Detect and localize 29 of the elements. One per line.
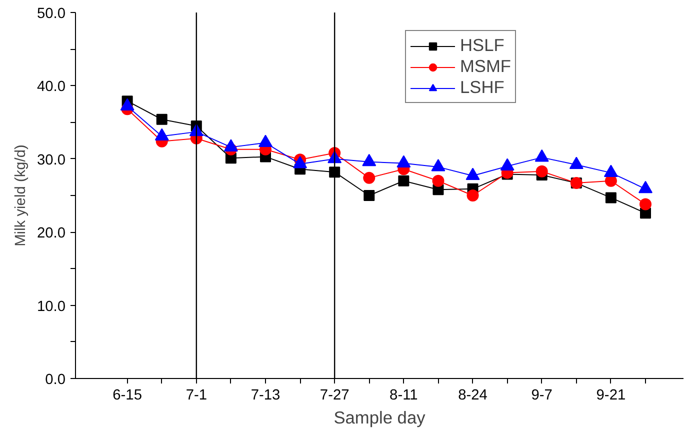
x-tick-label: 9-21 (596, 388, 626, 404)
point (536, 165, 548, 178)
point (363, 172, 376, 184)
point (466, 190, 479, 202)
y-tick-label: 0.0 (45, 372, 66, 388)
x-tick-label: 7-13 (250, 388, 280, 404)
y-tick-label: 30.0 (36, 152, 66, 168)
x-axis-title: Sample day (334, 408, 426, 428)
x-tick-label: 9-7 (531, 388, 552, 404)
point (329, 166, 340, 178)
x-tick-label: 7-1 (186, 388, 208, 404)
y-tick-label: 10.0 (36, 298, 66, 315)
legend-label: LSHF (460, 77, 504, 98)
point (156, 114, 168, 125)
y-axis-title: Milk yield (kg/d) (12, 144, 29, 246)
point (605, 192, 616, 204)
y-tick-label: 40.0 (36, 79, 66, 96)
point (640, 198, 652, 210)
y-tick-label: 20.0 (36, 226, 66, 242)
y-tick-label: 50.0 (36, 6, 66, 22)
point (432, 174, 444, 187)
x-tick-label: 6-15 (112, 388, 142, 404)
legend-label: MSMF (460, 56, 512, 77)
x-tick-label: 8-11 (390, 388, 418, 404)
point (364, 190, 375, 201)
legend-label: HSLF (460, 35, 504, 56)
x-tick-label: 8-24 (458, 388, 488, 404)
x-tick-label: 7-27 (320, 388, 350, 404)
point (398, 175, 410, 186)
